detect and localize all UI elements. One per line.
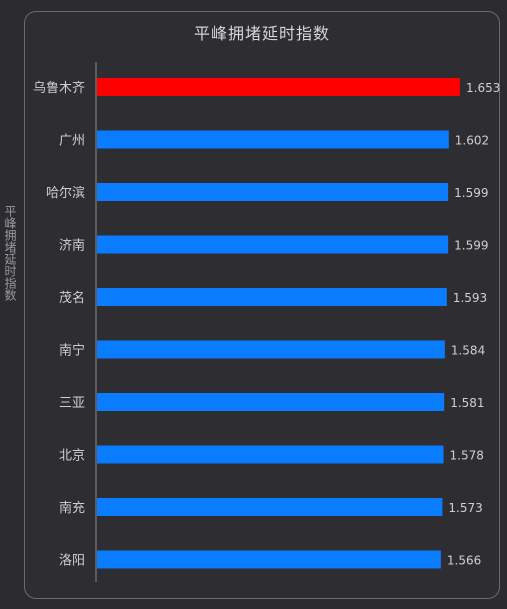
- category-label: 三亚: [59, 396, 85, 411]
- value-label: 1.584: [451, 344, 485, 358]
- chart-title: 平峰拥堵延时指数: [193, 24, 330, 43]
- value-label: 1.653: [466, 81, 500, 95]
- bar[interactable]: [97, 130, 449, 149]
- bar[interactable]: [97, 78, 460, 96]
- category-label: 洛阳: [59, 554, 85, 569]
- value-label: 1.581: [450, 396, 484, 410]
- bar[interactable]: [97, 550, 441, 569]
- category-label: 南宁: [59, 343, 85, 359]
- bar[interactable]: [97, 183, 449, 201]
- value-label: 1.599: [454, 239, 488, 253]
- y-axis-label: 平峰拥堵延时指数: [3, 205, 17, 301]
- category-label: 济南: [59, 238, 85, 254]
- bar[interactable]: [97, 393, 445, 411]
- bars-layer: 乌鲁木齐 1.653 广州 1.602 哈尔滨 1.599 济南 1.599 茂名 1.593 南宁…: [33, 78, 500, 569]
- bar[interactable]: [97, 445, 444, 464]
- value-label: 1.599: [454, 186, 488, 200]
- bar[interactable]: [97, 288, 447, 306]
- category-label: 北京: [59, 449, 85, 464]
- value-label: 1.593: [453, 291, 487, 305]
- category-label: 南充: [59, 500, 85, 516]
- value-label: 1.578: [450, 449, 484, 463]
- category-label: 茂名: [59, 290, 85, 306]
- value-label: 1.602: [455, 134, 489, 148]
- value-label: 1.566: [447, 554, 481, 568]
- bar[interactable]: [97, 498, 443, 516]
- value-label: 1.573: [448, 501, 482, 515]
- bar[interactable]: [97, 235, 449, 254]
- category-label: 哈尔滨: [46, 185, 85, 201]
- category-label: 乌鲁木齐: [33, 80, 85, 96]
- category-label: 广州: [59, 134, 85, 149]
- bar[interactable]: [97, 340, 445, 359]
